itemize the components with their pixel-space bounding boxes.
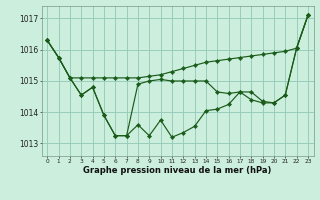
X-axis label: Graphe pression niveau de la mer (hPa): Graphe pression niveau de la mer (hPa) [84,166,272,175]
